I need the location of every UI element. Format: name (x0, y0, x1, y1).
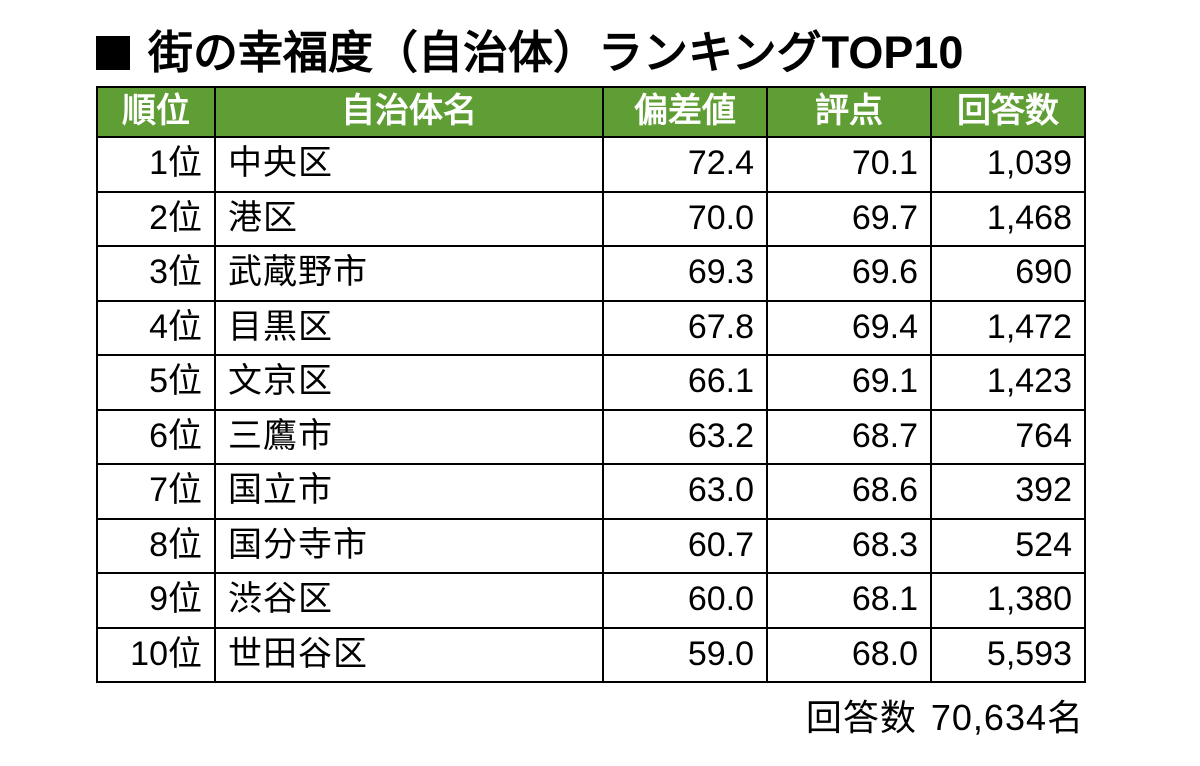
table-row: 2位 港区 70.0 69.7 1,468 (97, 192, 1085, 247)
cell-count: 1,472 (931, 301, 1085, 356)
cell-count: 1,380 (931, 573, 1085, 628)
cell-score: 69.7 (767, 192, 931, 247)
title-row: 街の幸福度（自治体）ランキングTOP10 (96, 28, 1104, 78)
cell-score: 68.0 (767, 628, 931, 683)
cell-score: 68.7 (767, 410, 931, 465)
cell-score: 68.1 (767, 573, 931, 628)
cell-name: 文京区 (215, 355, 603, 410)
footer-total: 回答数 70,634名 (96, 689, 1084, 741)
table-header-row: 順位 自治体名 偏差値 評点 回答数 (97, 87, 1085, 138)
cell-dev: 72.4 (603, 137, 767, 192)
cell-rank: 2位 (97, 192, 215, 247)
cell-score: 69.1 (767, 355, 931, 410)
col-header-rank: 順位 (97, 87, 215, 138)
cell-dev: 63.0 (603, 464, 767, 519)
cell-rank: 1位 (97, 137, 215, 192)
cell-dev: 69.3 (603, 246, 767, 301)
cell-name: 三鷹市 (215, 410, 603, 465)
table-row: 9位 渋谷区 60.0 68.1 1,380 (97, 573, 1085, 628)
cell-rank: 7位 (97, 464, 215, 519)
cell-count: 1,039 (931, 137, 1085, 192)
table-row: 7位 国立市 63.0 68.6 392 (97, 464, 1085, 519)
cell-score: 69.4 (767, 301, 931, 356)
cell-rank: 4位 (97, 301, 215, 356)
cell-dev: 70.0 (603, 192, 767, 247)
col-header-dev: 偏差値 (603, 87, 767, 138)
ranking-table: 順位 自治体名 偏差値 評点 回答数 1位 中央区 72.4 70.1 1,03… (96, 86, 1086, 684)
footer-label: 回答数 (806, 697, 917, 738)
table-row: 5位 文京区 66.1 69.1 1,423 (97, 355, 1085, 410)
cell-dev: 60.7 (603, 519, 767, 574)
cell-dev: 67.8 (603, 301, 767, 356)
cell-score: 68.6 (767, 464, 931, 519)
square-bullet-icon (96, 36, 130, 70)
cell-count: 1,423 (931, 355, 1085, 410)
table-row: 8位 国分寺市 60.7 68.3 524 (97, 519, 1085, 574)
cell-rank: 10位 (97, 628, 215, 683)
cell-score: 70.1 (767, 137, 931, 192)
table-row: 3位 武蔵野市 69.3 69.6 690 (97, 246, 1085, 301)
col-header-name: 自治体名 (215, 87, 603, 138)
cell-count: 524 (931, 519, 1085, 574)
cell-count: 1,468 (931, 192, 1085, 247)
table-row: 10位 世田谷区 59.0 68.0 5,593 (97, 628, 1085, 683)
cell-rank: 6位 (97, 410, 215, 465)
cell-rank: 8位 (97, 519, 215, 574)
col-header-score: 評点 (767, 87, 931, 138)
table-body: 1位 中央区 72.4 70.1 1,039 2位 港区 70.0 69.7 1… (97, 137, 1085, 682)
table-row: 6位 三鷹市 63.2 68.7 764 (97, 410, 1085, 465)
cell-score: 69.6 (767, 246, 931, 301)
cell-dev: 60.0 (603, 573, 767, 628)
cell-count: 392 (931, 464, 1085, 519)
cell-rank: 9位 (97, 573, 215, 628)
page-title: 街の幸福度（自治体）ランキングTOP10 (148, 28, 963, 78)
cell-dev: 59.0 (603, 628, 767, 683)
cell-name: 武蔵野市 (215, 246, 603, 301)
cell-name: 渋谷区 (215, 573, 603, 628)
cell-count: 690 (931, 246, 1085, 301)
table-row: 4位 目黒区 67.8 69.4 1,472 (97, 301, 1085, 356)
cell-name: 国立市 (215, 464, 603, 519)
footer-value: 70,634名 (931, 697, 1084, 738)
cell-name: 目黒区 (215, 301, 603, 356)
cell-rank: 5位 (97, 355, 215, 410)
cell-name: 世田谷区 (215, 628, 603, 683)
cell-rank: 3位 (97, 246, 215, 301)
cell-name: 国分寺市 (215, 519, 603, 574)
table-row: 1位 中央区 72.4 70.1 1,039 (97, 137, 1085, 192)
cell-name: 中央区 (215, 137, 603, 192)
col-header-count: 回答数 (931, 87, 1085, 138)
cell-dev: 66.1 (603, 355, 767, 410)
cell-dev: 63.2 (603, 410, 767, 465)
cell-count: 764 (931, 410, 1085, 465)
cell-name: 港区 (215, 192, 603, 247)
cell-score: 68.3 (767, 519, 931, 574)
cell-count: 5,593 (931, 628, 1085, 683)
